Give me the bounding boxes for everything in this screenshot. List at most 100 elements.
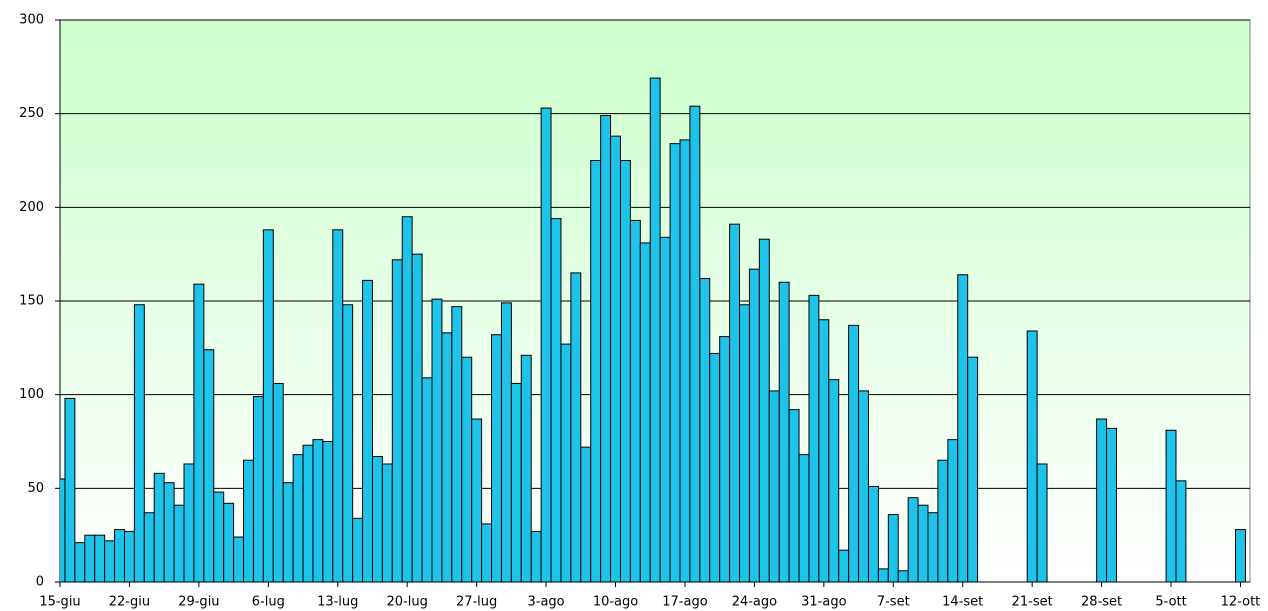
- bar: [1036, 463, 1048, 582]
- bar: [649, 77, 661, 582]
- bar: [74, 542, 86, 582]
- y-tick-label: 0: [36, 575, 44, 590]
- x-tick-label: 17-ago: [662, 595, 707, 610]
- bar: [729, 223, 741, 582]
- bar: [342, 304, 354, 582]
- bar: [401, 216, 413, 582]
- x-tick-label: 27-lug: [456, 595, 497, 610]
- bar: [371, 455, 383, 582]
- bar: [778, 281, 790, 582]
- y-tick-label: 100: [19, 387, 44, 402]
- bar: [471, 418, 483, 582]
- bar: [530, 530, 542, 582]
- bar: [838, 549, 850, 582]
- y-tick-label: 150: [19, 294, 44, 309]
- bar: [1235, 529, 1246, 582]
- x-tick-label: 6-lug: [252, 595, 285, 610]
- bar: [233, 536, 245, 582]
- y-tick-label: 200: [19, 200, 44, 215]
- bar: [867, 485, 879, 582]
- x-tick-label: 5-ott: [1155, 595, 1186, 610]
- bar: [243, 459, 254, 582]
- bar: [887, 514, 899, 582]
- bar: [133, 304, 145, 582]
- x-tick-label: 10-ago: [593, 595, 638, 610]
- bar: [897, 570, 909, 582]
- bar: [629, 219, 641, 582]
- bar: [550, 218, 562, 582]
- bar: [84, 534, 96, 582]
- bar: [1165, 429, 1177, 582]
- bar: [957, 274, 969, 582]
- bar: [798, 454, 810, 582]
- bar: [143, 512, 155, 582]
- x-tick-label: 15-giu: [39, 595, 80, 610]
- x-tick-label: 28-set: [1081, 595, 1122, 610]
- x-tick-label: 20-lug: [387, 595, 428, 610]
- bar: [520, 354, 532, 582]
- bar: [947, 439, 959, 582]
- bar: [64, 397, 76, 582]
- bar: [937, 459, 949, 582]
- bar: [709, 352, 721, 582]
- bar: [877, 568, 889, 582]
- bar: [1106, 427, 1117, 582]
- bar: [619, 160, 631, 582]
- bar: [173, 504, 185, 582]
- bar: [292, 454, 304, 582]
- bar: [679, 139, 691, 582]
- bar: [907, 497, 919, 582]
- bar: [739, 304, 750, 582]
- bar: [808, 294, 820, 582]
- bar: [590, 160, 602, 582]
- bar: [768, 390, 780, 582]
- x-tick-label: 3-ago: [528, 595, 565, 610]
- bar: [203, 349, 215, 582]
- bar: [1096, 418, 1108, 582]
- bar: [669, 143, 681, 582]
- bar: [153, 472, 165, 582]
- bar: [193, 283, 205, 582]
- bar: [272, 382, 284, 582]
- bar: [580, 446, 592, 582]
- bar: [282, 482, 294, 582]
- bar: [967, 356, 979, 582]
- x-tick-label: 7-set: [877, 595, 910, 610]
- bar: [302, 444, 314, 582]
- bar: [659, 236, 671, 582]
- bar: [491, 334, 502, 582]
- bar: [1175, 480, 1187, 582]
- bar: [223, 502, 235, 582]
- bar: [362, 279, 373, 582]
- bar: [441, 332, 453, 582]
- y-tick-label: 300: [19, 13, 44, 28]
- bar: [183, 463, 195, 582]
- bar: [312, 439, 324, 582]
- y-tick-label: 250: [19, 106, 44, 121]
- bar: [610, 135, 621, 582]
- bar: [104, 540, 116, 582]
- bar: [391, 259, 403, 582]
- x-tick-label: 12-ott: [1221, 595, 1261, 610]
- bar: [917, 504, 929, 582]
- x-tick-label: 31-ago: [801, 595, 846, 610]
- bar: [461, 356, 473, 582]
- x-tick-label: 14-set: [942, 595, 983, 610]
- bar: [1026, 330, 1038, 582]
- bar: [94, 534, 106, 582]
- bar: [163, 482, 175, 582]
- x-tick-label: 29-giu: [178, 595, 219, 610]
- bar: [123, 530, 135, 582]
- bar: [381, 463, 393, 582]
- x-tick-label: 13-lug: [317, 595, 358, 610]
- bar: [431, 298, 443, 582]
- bar: [332, 229, 344, 582]
- y-tick-label: 50: [27, 481, 44, 496]
- bar: [213, 491, 225, 582]
- bar: [560, 343, 572, 582]
- bar: [60, 478, 66, 582]
- bar: [262, 229, 274, 582]
- bar: [828, 379, 840, 582]
- bar: [540, 107, 552, 582]
- bar: [570, 272, 582, 582]
